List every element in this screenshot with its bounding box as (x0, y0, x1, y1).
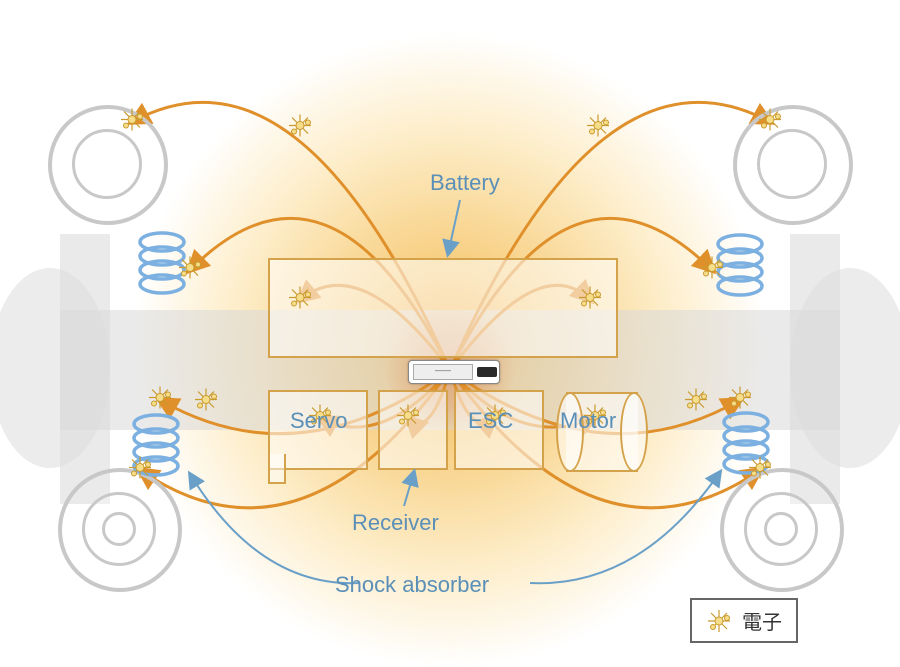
electron-spark (746, 454, 774, 487)
label-battery: Battery (430, 170, 500, 196)
electron-spark (286, 112, 314, 145)
electron-icon (706, 608, 732, 634)
electron-spark (682, 386, 710, 419)
leader-lines (0, 0, 900, 667)
electron-spark (118, 106, 146, 139)
label-motor: Motor (560, 408, 616, 434)
electron-spark (394, 402, 422, 435)
label-shock-absorber: Shock absorber (335, 572, 489, 598)
electron-spark (126, 454, 154, 487)
electron-spark (286, 284, 314, 317)
electron-spark (176, 254, 204, 287)
electron-spark (584, 112, 612, 145)
electron-spark (192, 386, 220, 419)
label-receiver: Receiver (352, 510, 439, 536)
label-esc: ESC (468, 408, 513, 434)
electron-spark (698, 254, 726, 287)
electron-spark (756, 106, 784, 139)
label-servo: Servo (290, 408, 347, 434)
legend-box: 電子 (690, 598, 798, 643)
legend-text: 電子 (742, 606, 782, 635)
electron-spark (146, 384, 174, 417)
electron-spark (576, 284, 604, 317)
diagram-stage: —— (0, 0, 900, 667)
electron-spark (726, 384, 754, 417)
